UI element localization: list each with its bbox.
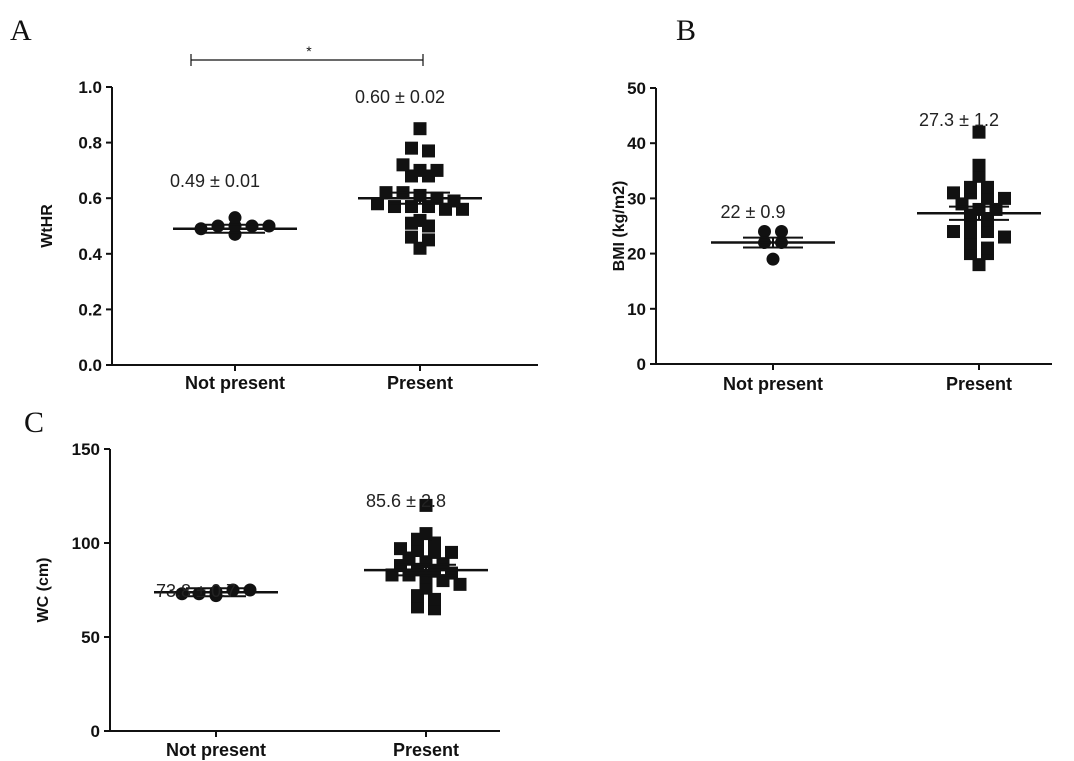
data-point [964,236,977,250]
data-point [964,180,977,194]
data-point [228,211,242,225]
data-point [211,219,225,233]
data-point [413,122,427,136]
data-point [411,600,424,614]
data-point [405,230,418,244]
y-tick-label: 30 [627,189,646,208]
data-point [371,197,384,211]
x-tick-label: Not present [166,740,266,760]
data-point [422,233,435,247]
mean-sem-annotation: 0.49 ± 0.01 [170,171,260,191]
data-point [947,186,960,200]
data-point [445,545,458,559]
data-point [419,581,433,595]
data-point [405,141,418,155]
data-point [430,163,444,177]
y-tick-label: 0.8 [78,134,102,153]
data-point [981,191,994,205]
panel-letter: B [676,14,696,47]
y-tick-label: 150 [72,440,100,459]
data-point [419,527,433,541]
x-tick-label: Not present [723,374,823,394]
mean-sem-annotation: 0.60 ± 0.02 [355,87,445,107]
y-axis-label: WtHR [39,204,56,248]
data-point [411,544,424,558]
data-point [394,542,407,556]
y-axis-label: BMI (kg/m2) [611,181,628,272]
y-tick-label: 10 [627,300,646,319]
y-tick-label: 20 [627,245,646,264]
data-point [981,241,994,255]
data-point [972,258,986,272]
mean-sem-annotation: 73.8 ± 0.7 [156,581,236,601]
panel-B: B 0 10 20 30 40 50 BMI (kg/m2) Not present Presen… [611,14,1052,394]
y-tick-label: 0.2 [78,300,102,319]
data-point [972,125,986,139]
x-tick-label: Not present [185,373,285,393]
data-point [998,191,1011,205]
data-point [405,200,418,214]
data-point [947,225,960,239]
y-tick-label: 50 [627,79,646,98]
data-point [388,200,401,214]
data-point [175,587,189,601]
mean-sem-annotation: 22 ± 0.9 [721,202,786,222]
panel-A: A 0.0 0.2 0.4 0.6 0.8 1.0 WtHR Not present Presen… [10,14,538,393]
data-point [413,213,427,227]
y-tick-label: 0 [91,722,100,741]
data-point [413,163,427,177]
x-tick-label: Present [393,740,459,760]
x-tick-label: Present [946,374,1012,394]
panel-C: C 0 50 100 150 WC (cm) Not present Present 73.8 … [24,406,500,760]
data-point [981,180,994,194]
data-point [758,225,771,239]
panel-letter: C [24,406,44,439]
y-tick-label: 0.4 [78,245,102,264]
data-point [964,247,977,261]
panel-letter: A [10,14,32,47]
data-point [262,219,276,233]
data-point [998,230,1011,244]
data-point [972,158,986,172]
y-tick-label: 40 [627,134,646,153]
mean-sem-annotation: 27.3 ± 1.2 [919,110,999,130]
data-point [419,498,433,512]
data-point [964,219,977,233]
data-point [428,592,441,606]
x-tick-label: Present [387,373,453,393]
y-tick-label: 1.0 [78,78,102,97]
mean-sem-annotation: 85.6 ± 2.8 [366,491,446,511]
y-axis-label: WC (cm) [35,558,52,623]
y-tick-label: 100 [72,534,100,553]
data-point [447,194,461,208]
data-point [766,252,780,266]
y-tick-label: 50 [81,628,100,647]
data-point [422,144,435,158]
data-point [396,158,410,172]
y-tick-label: 0.0 [78,356,102,375]
data-point [453,577,467,591]
data-point [243,583,257,597]
data-point [972,169,986,183]
data-point [775,225,788,239]
data-point [245,219,259,233]
data-point [436,557,450,571]
data-point [379,186,393,200]
significance-star: * [306,43,312,59]
y-tick-label: 0 [637,355,646,374]
y-tick-label: 0.6 [78,189,102,208]
